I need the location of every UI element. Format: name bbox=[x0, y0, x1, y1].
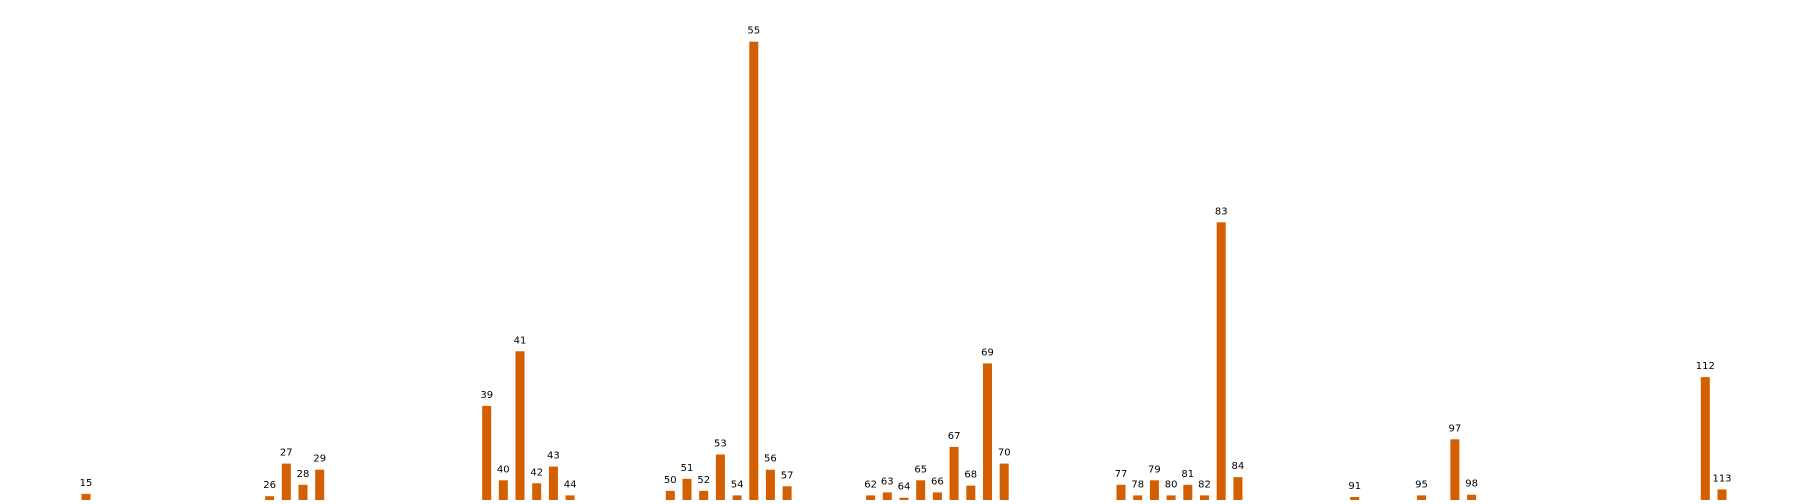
data-label-78: 78 bbox=[1131, 479, 1144, 490]
bar-50 bbox=[665, 490, 675, 500]
data-label-52: 52 bbox=[697, 475, 710, 486]
bar-77 bbox=[1116, 484, 1126, 500]
data-label-44: 44 bbox=[564, 479, 577, 490]
data-label-40: 40 bbox=[497, 464, 510, 475]
bar-53 bbox=[715, 454, 725, 500]
bar-98 bbox=[1467, 494, 1477, 500]
bar-43 bbox=[548, 466, 558, 500]
data-label-66: 66 bbox=[931, 476, 944, 487]
data-label-112: 112 bbox=[1696, 361, 1715, 372]
bar-15 bbox=[81, 493, 91, 500]
bar-40 bbox=[498, 480, 508, 500]
bar-56 bbox=[765, 469, 775, 500]
bar-51 bbox=[682, 478, 692, 500]
bar-69 bbox=[983, 363, 992, 500]
data-label-62: 62 bbox=[864, 479, 877, 490]
data-label-82: 82 bbox=[1198, 479, 1211, 490]
bar-63 bbox=[882, 492, 892, 500]
bar-97 bbox=[1450, 439, 1460, 500]
data-label-95: 95 bbox=[1415, 479, 1428, 490]
bar-95 bbox=[1417, 495, 1426, 500]
bar-66 bbox=[932, 492, 942, 500]
data-label-113: 113 bbox=[1712, 473, 1731, 484]
bar-113 bbox=[1717, 489, 1727, 500]
bar-80 bbox=[1166, 495, 1176, 500]
data-label-83: 83 bbox=[1215, 206, 1228, 217]
data-label-54: 54 bbox=[731, 479, 744, 490]
bar-91 bbox=[1350, 497, 1360, 500]
data-label-41: 41 bbox=[514, 335, 527, 346]
data-label-15: 15 bbox=[80, 478, 93, 489]
data-label-97: 97 bbox=[1449, 423, 1462, 434]
bar-65 bbox=[916, 480, 926, 500]
data-label-79: 79 bbox=[1148, 464, 1161, 475]
data-label-91: 91 bbox=[1348, 481, 1361, 492]
bar-39 bbox=[482, 405, 492, 500]
data-label-50: 50 bbox=[664, 475, 677, 486]
bar-79 bbox=[1149, 480, 1159, 500]
data-label-26: 26 bbox=[263, 480, 276, 491]
bar-84 bbox=[1233, 477, 1243, 500]
bar-55 bbox=[749, 41, 759, 500]
bar-29 bbox=[315, 469, 325, 500]
bar-62 bbox=[866, 495, 876, 500]
data-label-53: 53 bbox=[714, 439, 727, 450]
data-label-69: 69 bbox=[981, 347, 994, 358]
bar-27 bbox=[281, 463, 291, 500]
bar-112 bbox=[1700, 377, 1710, 500]
bar-78 bbox=[1133, 495, 1143, 500]
bar-52 bbox=[699, 490, 709, 500]
bar-28 bbox=[298, 484, 308, 500]
data-label-51: 51 bbox=[681, 463, 694, 474]
bar-44 bbox=[565, 495, 575, 500]
bar-81 bbox=[1183, 484, 1193, 500]
data-label-98: 98 bbox=[1465, 479, 1478, 490]
bar-82 bbox=[1200, 495, 1209, 500]
data-label-43: 43 bbox=[547, 451, 560, 462]
data-label-80: 80 bbox=[1165, 479, 1178, 490]
data-label-65: 65 bbox=[914, 464, 927, 475]
data-label-29: 29 bbox=[313, 454, 326, 465]
data-label-28: 28 bbox=[297, 469, 310, 480]
data-label-77: 77 bbox=[1115, 469, 1128, 480]
bar-64 bbox=[899, 497, 909, 500]
data-label-67: 67 bbox=[948, 431, 961, 442]
data-label-81: 81 bbox=[1181, 469, 1194, 480]
bar-83 bbox=[1216, 222, 1226, 501]
bar-42 bbox=[532, 483, 542, 500]
bar-54 bbox=[732, 495, 742, 500]
data-label-55: 55 bbox=[747, 26, 760, 37]
data-label-57: 57 bbox=[781, 470, 794, 481]
bars-layer bbox=[81, 41, 1727, 501]
bar-26 bbox=[265, 496, 275, 500]
data-label-63: 63 bbox=[881, 476, 894, 487]
data-label-70: 70 bbox=[998, 448, 1011, 459]
data-label-64: 64 bbox=[898, 482, 911, 493]
bar-70 bbox=[999, 463, 1009, 500]
data-label-42: 42 bbox=[530, 467, 543, 478]
bar-41 bbox=[515, 351, 525, 500]
bar-57 bbox=[782, 486, 792, 500]
data-label-68: 68 bbox=[964, 470, 977, 481]
data-label-84: 84 bbox=[1232, 461, 1245, 472]
data-label-27: 27 bbox=[280, 448, 293, 459]
bar-67 bbox=[949, 446, 959, 500]
bar-68 bbox=[966, 485, 976, 500]
data-label-39: 39 bbox=[480, 390, 493, 401]
data-label-56: 56 bbox=[764, 454, 777, 465]
